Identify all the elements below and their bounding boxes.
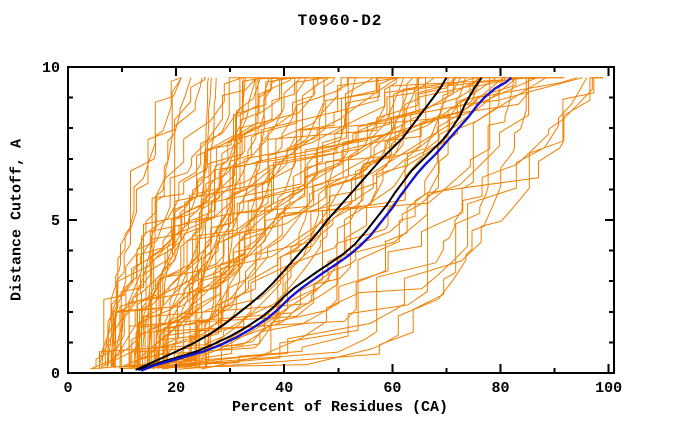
ensemble-curve: [111, 77, 182, 367]
ensemble-curve: [119, 77, 321, 369]
ensemble-curve: [111, 77, 509, 367]
ensemble-curve: [200, 77, 455, 370]
ensemble-curve: [104, 77, 583, 366]
ensemble-curve: [162, 77, 491, 369]
ensemble-curve: [120, 77, 536, 369]
ensemble-curve: [163, 77, 565, 370]
ensemble-curve: [136, 77, 422, 369]
ensemble-curve: [107, 77, 243, 366]
highlighted-model-blue: [140, 76, 513, 372]
ensemble-curve: [131, 77, 542, 369]
ensemble-curve: [148, 77, 293, 366]
ensemble-curve: [150, 77, 507, 368]
ensemble-curve: [101, 77, 386, 368]
ensemble-curve: [166, 77, 477, 368]
ensemble-curve: [106, 77, 465, 369]
ensemble-curve: [162, 77, 604, 370]
ensemble-curve: [177, 77, 515, 370]
y-tick-label: 10: [42, 60, 60, 77]
ensemble-curve: [145, 77, 529, 368]
ensemble-curve: [184, 77, 356, 368]
ensemble-curve: [134, 77, 311, 367]
x-axis-title: Percent of Residues (CA): [231, 399, 449, 416]
ensemble-curve: [158, 77, 400, 368]
x-tick-label: 0: [63, 380, 72, 397]
ensemble-curve: [99, 77, 400, 370]
x-tick-label: 40: [275, 380, 293, 397]
ensemble-curve: [148, 77, 481, 369]
ensemble-curve: [138, 77, 294, 367]
ensemble-curve: [118, 77, 603, 368]
highlighted-model-black-1: [135, 77, 448, 371]
ensemble-curve: [99, 77, 358, 369]
ensemble-curve: [90, 77, 604, 370]
x-tick-label: 60: [383, 380, 401, 397]
ensemble-curve: [151, 77, 399, 369]
ensemble-curve: [113, 77, 265, 368]
ensemble-curve: [99, 77, 405, 368]
ensemble-curve: [173, 77, 399, 368]
ensemble-curve: [159, 77, 423, 368]
y-tick-label: 0: [51, 366, 60, 383]
x-tick-label: 100: [595, 380, 622, 397]
ensemble-curve: [128, 77, 563, 368]
y-tick-label: 5: [51, 213, 60, 230]
ensemble-curve: [147, 77, 578, 369]
x-tick-label: 80: [491, 380, 509, 397]
ensemble-curve: [190, 77, 242, 367]
ensemble-curve: [153, 77, 355, 369]
ensemble-curve: [205, 77, 307, 368]
chart-title: T0960-D2: [297, 12, 383, 30]
x-tick-label: 20: [167, 380, 185, 397]
ensemble-curve: [194, 77, 483, 368]
ensemble-curve: [112, 77, 519, 368]
ensemble-curve: [133, 77, 319, 370]
ensemble-curve: [157, 77, 482, 367]
ensemble-curve: [204, 77, 482, 369]
ensemble-curve: [155, 77, 530, 367]
ensemble-curve: [167, 77, 212, 369]
ensemble-curve: [149, 77, 374, 367]
ensemble-curve: [124, 77, 275, 367]
ensemble-curve: [158, 77, 457, 369]
ensemble-curve: [205, 77, 301, 369]
ensemble-curve: [139, 77, 301, 366]
highlighted-model-black-2: [137, 77, 483, 371]
